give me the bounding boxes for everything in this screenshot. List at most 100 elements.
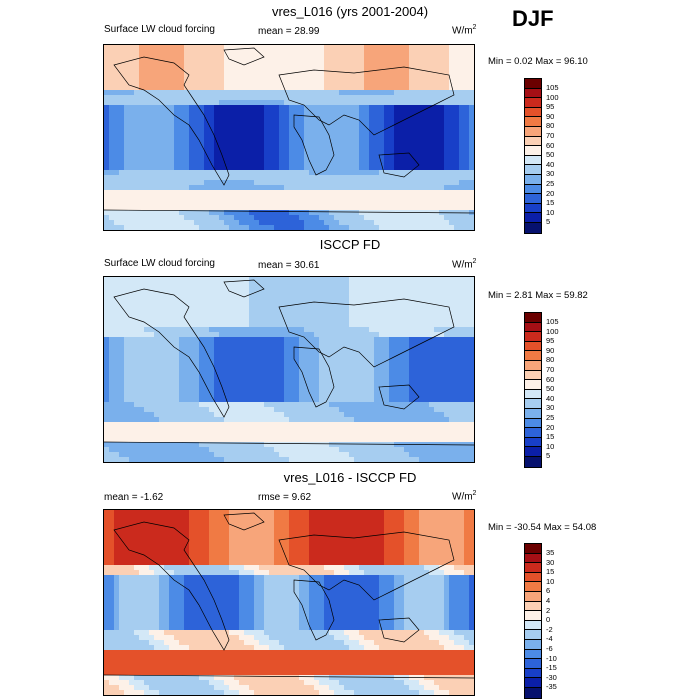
colorbar-level-label: 10 [546, 441, 555, 451]
colorbar-box [525, 203, 541, 214]
colorbar-level-label: 5 [546, 451, 551, 461]
colorbar-level-label: -4 [546, 634, 553, 644]
colorbar-box [525, 88, 541, 99]
colorbar-level-label: 10 [546, 207, 555, 217]
colorbar-box [525, 418, 541, 429]
colorbar-box [525, 79, 541, 89]
map-plot [103, 276, 475, 463]
colorbar-level-label: 105 [546, 317, 559, 326]
colorbar-level-label: 30 [546, 169, 555, 179]
season-label: DJF [512, 6, 554, 31]
colorbar-box [525, 639, 541, 650]
colorbar-labels: 105 100 95 90 80 70 60 50 40 30 25 20 15 10 5 [546, 83, 559, 227]
colorbar-box [525, 649, 541, 660]
colorbar-level-label: 2 [546, 605, 551, 615]
colorbar-level-label: 70 [546, 364, 555, 374]
panel-units: W/m2 [452, 258, 477, 271]
colorbar-box [525, 98, 541, 108]
colorbar-box [525, 553, 541, 564]
colorbar-level-label: 60 [546, 140, 555, 150]
colorbar-level-label: 6 [546, 586, 551, 596]
colorbar-box [525, 591, 541, 602]
colorbar-level-label: -15 [546, 663, 557, 673]
colorbar-box [525, 447, 541, 457]
colorbar-box [525, 659, 541, 669]
colorbar-level-label: 40 [546, 159, 555, 169]
colorbar-level-label: 20 [546, 422, 555, 432]
map-field [104, 277, 474, 462]
colorbar-level-label: 25 [546, 412, 555, 422]
colorbar-box [525, 341, 541, 352]
colorbar-box [525, 408, 541, 419]
colorbar-level-label: 90 [546, 111, 555, 121]
panel-units: W/m2 [452, 490, 477, 503]
colorbar-level-label: 4 [546, 595, 551, 605]
colorbar-level-label: 50 [546, 150, 555, 160]
colorbar-level-label: 25 [546, 178, 555, 188]
colorbar-level-label: 60 [546, 374, 555, 384]
map-plot [103, 509, 475, 696]
colorbar-box [525, 136, 541, 147]
panel-center-label: mean = 28.99 [258, 26, 320, 37]
map-field [104, 45, 474, 230]
colorbar-level-label: 80 [546, 121, 555, 131]
colorbar-box [525, 620, 541, 631]
panel-center-label: rmse = 9.62 [258, 492, 312, 503]
min-max-label: Min = 0.02 Max = 96.10 [488, 56, 588, 67]
colorbar-level-label: -30 [546, 672, 557, 682]
min-max-label: Min = -30.54 Max = 54.08 [488, 522, 597, 533]
colorbar-level-label: 90 [546, 345, 555, 355]
colorbar-level-label: 20 [546, 188, 555, 198]
colorbar-level-label: -2 [546, 624, 553, 634]
colorbar-box [525, 146, 541, 156]
colorbar-box [525, 155, 541, 166]
colorbar-box [525, 184, 541, 195]
colorbar-box [525, 174, 541, 185]
colorbar-level-label: 40 [546, 393, 555, 403]
colorbar-box [525, 437, 541, 448]
colorbar-labels: 35 30 15 10 6 4 2 0 -2 -4 -6 -10 -15 -30 -35 [546, 548, 557, 692]
colorbar-level-label: 15 [546, 567, 555, 577]
panel-left-label: Surface LW cloud forcing [104, 258, 215, 269]
colorbar-box [525, 687, 541, 698]
colorbar-box [525, 351, 541, 361]
colorbar-level-label: -10 [546, 653, 557, 663]
colorbar-box [525, 117, 541, 127]
colorbar-box [525, 572, 541, 583]
colorbar-box [525, 428, 541, 438]
colorbar [524, 312, 542, 468]
colorbar-level-label: 15 [546, 198, 555, 208]
colorbar-level-label: 30 [546, 403, 555, 413]
panel-left-label: mean = -1.62 [104, 492, 164, 503]
colorbar-level-label: 70 [546, 130, 555, 140]
colorbar-level-label: -6 [546, 643, 553, 653]
colorbar-level-label: 35 [546, 548, 555, 557]
colorbar-box [525, 678, 541, 688]
colorbar-level-label: 30 [546, 557, 555, 567]
colorbar-level-label: 100 [546, 326, 559, 336]
min-max-label: Min = 2.81 Max = 59.82 [488, 290, 588, 301]
colorbar-box [525, 322, 541, 333]
colorbar-level-label: 95 [546, 336, 555, 346]
colorbar-box [525, 582, 541, 592]
colorbar [524, 78, 542, 234]
panel-title: vres_L016 - ISCCP FD [283, 470, 417, 485]
colorbar-box [525, 313, 541, 323]
colorbar-box [525, 213, 541, 223]
colorbar-level-label: 95 [546, 102, 555, 112]
colorbar-level-label: 100 [546, 92, 559, 102]
colorbar-level-label: 10 [546, 576, 555, 586]
colorbar-box [525, 601, 541, 612]
panel-title: vres_L016 (yrs 2001-2004) [271, 4, 429, 19]
colorbar-box [525, 126, 541, 137]
colorbar-box [525, 389, 541, 400]
colorbar-box [525, 630, 541, 640]
colorbar-box [525, 611, 541, 621]
colorbar-box [525, 194, 541, 204]
map-plot [103, 44, 475, 231]
colorbar-box [525, 370, 541, 381]
colorbar-box [525, 563, 541, 573]
colorbar-box [525, 668, 541, 679]
colorbar-level-label: 105 [546, 83, 559, 92]
colorbar-labels: 105 100 95 90 80 70 60 50 40 30 25 20 15 10 5 [546, 317, 559, 461]
